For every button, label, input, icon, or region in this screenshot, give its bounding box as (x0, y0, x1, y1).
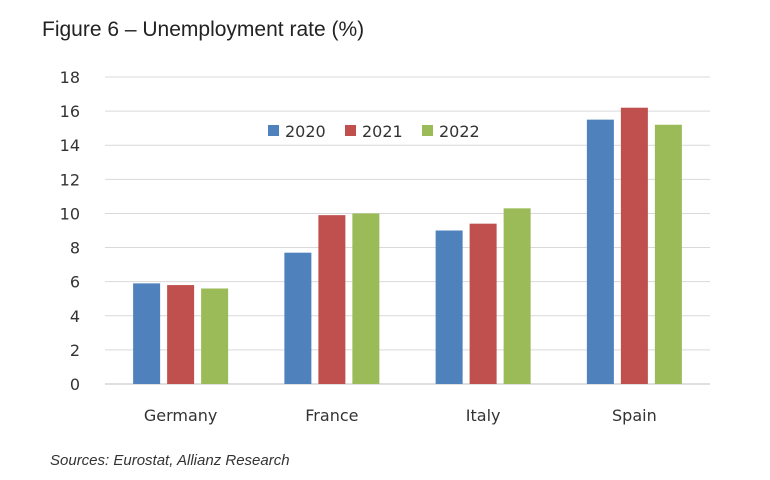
y-tick-label: 18 (60, 68, 80, 87)
source-note: Sources: Eurostat, Allianz Research (50, 452, 290, 469)
bar-france-2022 (352, 213, 380, 384)
y-tick-label: 12 (60, 170, 80, 189)
y-tick-label: 10 (60, 204, 80, 223)
legend-swatch (345, 125, 356, 136)
bar-france-2020 (284, 252, 312, 384)
legend-swatch (268, 125, 279, 136)
bar-italy-2020 (435, 230, 463, 384)
bar-germany-2022 (201, 288, 229, 384)
bar-spain-2022 (654, 124, 682, 384)
x-category-label: Spain (612, 406, 657, 425)
x-category-label: Italy (466, 406, 501, 425)
y-tick-label: 4 (70, 307, 80, 326)
bar-france-2021 (318, 215, 346, 384)
y-tick-label: 2 (70, 341, 80, 360)
bar-spain-2021 (620, 107, 648, 384)
x-category-label: Germany (144, 406, 218, 425)
y-tick-label: 8 (70, 239, 80, 258)
y-tick-label: 0 (70, 375, 80, 394)
legend-label: 2022 (439, 122, 480, 141)
bar-spain-2020 (586, 119, 614, 384)
bar-germany-2020 (133, 283, 161, 384)
legend-label: 2020 (285, 122, 326, 141)
bar-germany-2021 (167, 285, 195, 384)
chart-title: Figure 6 – Unemployment rate (%) (42, 18, 365, 41)
y-tick-label: 6 (70, 273, 80, 292)
y-tick-label: 14 (60, 136, 80, 155)
x-category-label: France (305, 406, 358, 425)
bar-italy-2022 (503, 208, 531, 384)
bar-italy-2021 (469, 223, 497, 384)
y-tick-label: 16 (60, 102, 80, 121)
legend-label: 2021 (362, 122, 403, 141)
legend-swatch (422, 125, 433, 136)
